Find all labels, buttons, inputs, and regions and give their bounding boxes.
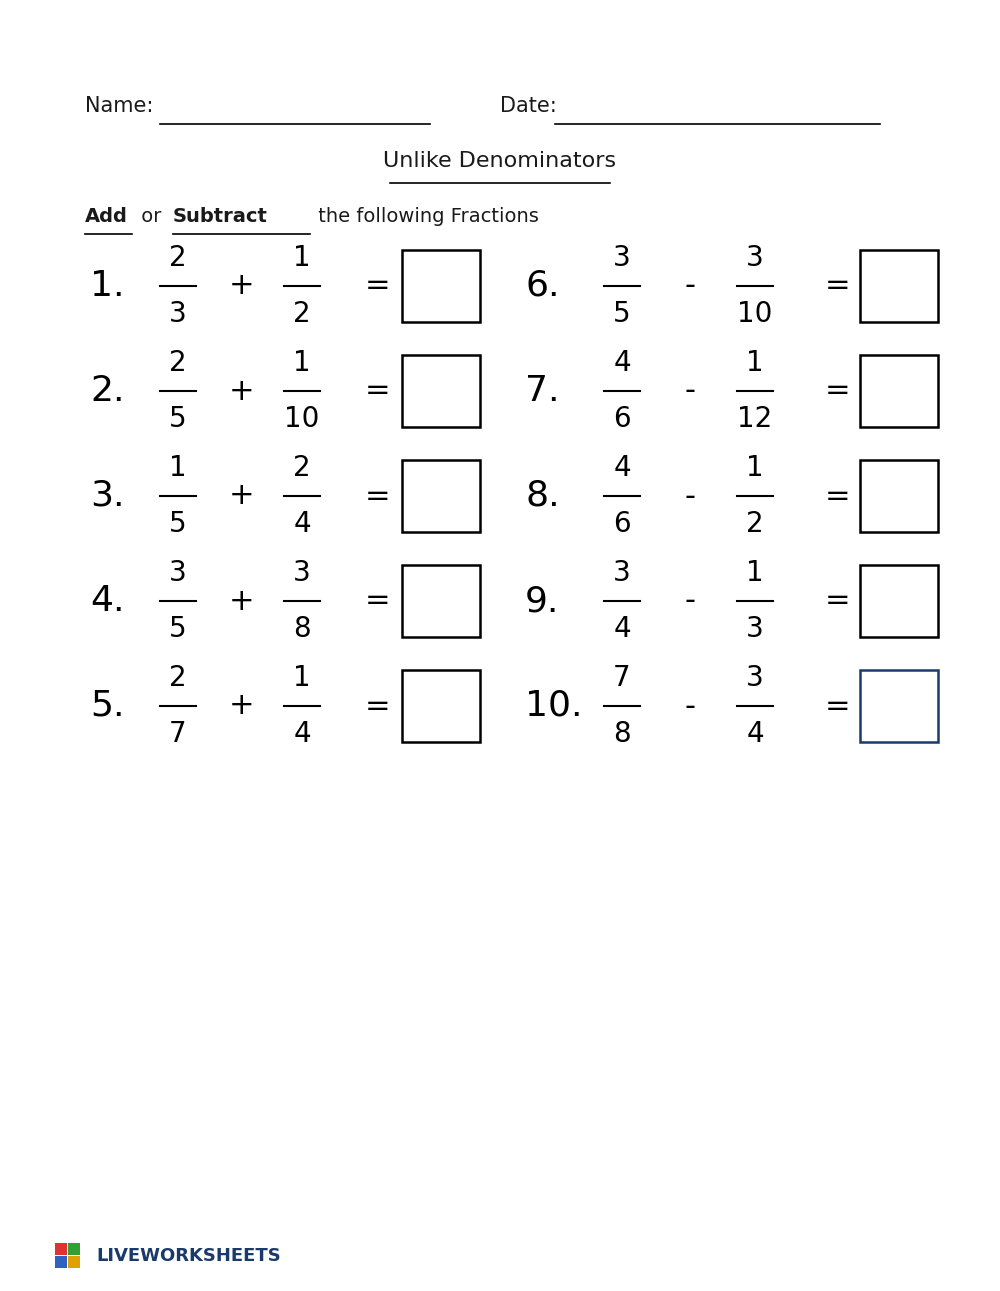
Text: Date:: Date: bbox=[500, 96, 557, 116]
Text: 3: 3 bbox=[293, 559, 311, 587]
Text: 3: 3 bbox=[746, 615, 764, 643]
Text: 3: 3 bbox=[169, 300, 187, 328]
Text: 6: 6 bbox=[613, 405, 631, 432]
Text: 8.: 8. bbox=[525, 479, 560, 513]
Text: 2: 2 bbox=[169, 349, 187, 377]
Text: =: = bbox=[825, 377, 851, 405]
FancyBboxPatch shape bbox=[860, 565, 938, 636]
FancyBboxPatch shape bbox=[68, 1243, 80, 1255]
Text: 7: 7 bbox=[613, 664, 631, 692]
Text: +: + bbox=[229, 692, 255, 720]
Text: 4: 4 bbox=[293, 510, 311, 538]
Text: 4: 4 bbox=[293, 720, 311, 747]
Text: 5: 5 bbox=[169, 405, 187, 432]
Text: +: + bbox=[229, 482, 255, 510]
Text: 3: 3 bbox=[746, 664, 764, 692]
Text: 1: 1 bbox=[293, 349, 311, 377]
Text: 1: 1 bbox=[169, 454, 187, 482]
Text: 7.: 7. bbox=[525, 374, 560, 408]
FancyBboxPatch shape bbox=[55, 1256, 67, 1268]
FancyBboxPatch shape bbox=[402, 460, 480, 532]
Text: 1: 1 bbox=[746, 559, 764, 587]
Text: or: or bbox=[135, 207, 168, 226]
Text: =: = bbox=[825, 692, 851, 720]
Text: 3: 3 bbox=[613, 244, 631, 272]
Text: +: + bbox=[229, 586, 255, 616]
Text: =: = bbox=[365, 586, 391, 616]
Text: =: = bbox=[365, 377, 391, 405]
Text: 1: 1 bbox=[746, 454, 764, 482]
Text: 2: 2 bbox=[169, 664, 187, 692]
Text: 4.: 4. bbox=[90, 584, 124, 618]
Text: 2: 2 bbox=[746, 510, 764, 538]
Text: 3: 3 bbox=[746, 244, 764, 272]
Text: =: = bbox=[825, 586, 851, 616]
Text: 1: 1 bbox=[293, 664, 311, 692]
Text: 2.: 2. bbox=[90, 374, 124, 408]
Text: =: = bbox=[825, 482, 851, 510]
Text: 4: 4 bbox=[613, 615, 631, 643]
Text: LIVEWORKSHEETS: LIVEWORKSHEETS bbox=[96, 1247, 281, 1265]
Text: -: - bbox=[684, 377, 696, 405]
Text: 6.: 6. bbox=[525, 269, 560, 303]
Text: 1.: 1. bbox=[90, 269, 124, 303]
Text: 8: 8 bbox=[613, 720, 631, 747]
FancyBboxPatch shape bbox=[68, 1256, 80, 1268]
Text: 5.: 5. bbox=[90, 689, 124, 723]
Text: 1: 1 bbox=[746, 349, 764, 377]
Text: -: - bbox=[684, 692, 696, 720]
Text: 7: 7 bbox=[169, 720, 187, 747]
Text: 10: 10 bbox=[737, 300, 773, 328]
Text: 4: 4 bbox=[613, 454, 631, 482]
Text: +: + bbox=[229, 271, 255, 301]
Text: 4: 4 bbox=[613, 349, 631, 377]
FancyBboxPatch shape bbox=[402, 355, 480, 427]
Text: =: = bbox=[365, 482, 391, 510]
FancyBboxPatch shape bbox=[402, 565, 480, 636]
Text: the following Fractions: the following Fractions bbox=[312, 207, 539, 226]
Text: Subtract: Subtract bbox=[173, 207, 268, 226]
Text: 10.: 10. bbox=[525, 689, 582, 723]
Text: Name:: Name: bbox=[85, 96, 153, 116]
Text: Unlike Denominators: Unlike Denominators bbox=[383, 151, 617, 170]
Text: 6: 6 bbox=[613, 510, 631, 538]
Text: Add: Add bbox=[85, 207, 128, 226]
FancyBboxPatch shape bbox=[860, 460, 938, 532]
Text: 2: 2 bbox=[169, 244, 187, 272]
Text: 3.: 3. bbox=[90, 479, 124, 513]
Text: 8: 8 bbox=[293, 615, 311, 643]
FancyBboxPatch shape bbox=[402, 670, 480, 742]
Text: =: = bbox=[365, 271, 391, 301]
Text: 9.: 9. bbox=[525, 584, 559, 618]
Text: 5: 5 bbox=[169, 510, 187, 538]
Text: -: - bbox=[684, 482, 696, 510]
Text: 4: 4 bbox=[746, 720, 764, 747]
Text: =: = bbox=[825, 271, 851, 301]
Text: 2: 2 bbox=[293, 300, 311, 328]
Text: 12: 12 bbox=[737, 405, 773, 432]
FancyBboxPatch shape bbox=[860, 355, 938, 427]
Text: -: - bbox=[684, 271, 696, 301]
Text: +: + bbox=[229, 377, 255, 405]
Text: -: - bbox=[684, 586, 696, 616]
Text: 10: 10 bbox=[284, 405, 320, 432]
FancyBboxPatch shape bbox=[860, 670, 938, 742]
Text: 3: 3 bbox=[169, 559, 187, 587]
Text: 2: 2 bbox=[293, 454, 311, 482]
FancyBboxPatch shape bbox=[55, 1243, 67, 1255]
Text: 5: 5 bbox=[613, 300, 631, 328]
FancyBboxPatch shape bbox=[402, 250, 480, 321]
Text: 5: 5 bbox=[169, 615, 187, 643]
Text: 1: 1 bbox=[293, 244, 311, 272]
FancyBboxPatch shape bbox=[860, 250, 938, 321]
Text: 3: 3 bbox=[613, 559, 631, 587]
Text: =: = bbox=[365, 692, 391, 720]
